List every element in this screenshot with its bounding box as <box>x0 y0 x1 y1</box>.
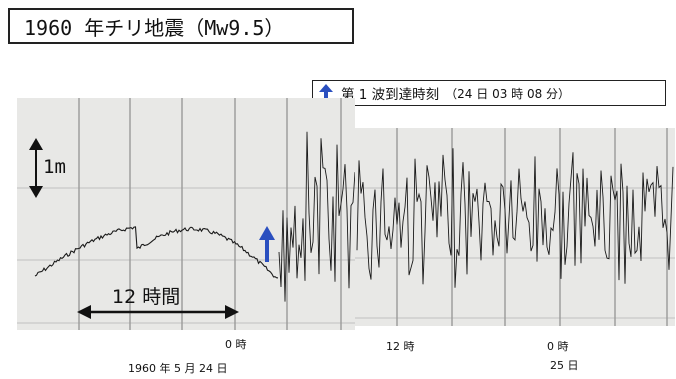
up-arrow-icon <box>319 84 333 102</box>
tide-record-left: 1m 12 時間 <box>17 98 355 330</box>
date-label-b: 25 日 <box>550 359 579 372</box>
legend-box: 第 1 波到達時刻 （24 日 03 時 08 分） <box>312 80 666 106</box>
scale-bar <box>29 138 43 198</box>
time-label-zero-b: 0 時 <box>547 340 569 353</box>
tide-record-right-plot <box>355 128 675 326</box>
legend-detail: （24 日 03 時 08 分） <box>445 86 571 101</box>
arrival-arrow <box>259 226 275 262</box>
scale-label: 1m <box>43 156 66 178</box>
page-title: 1960 年チリ地震（Mw9.5） <box>24 15 285 40</box>
time-label-zero-a: 0 時 <box>225 338 247 351</box>
twelve-hour-span-arrow <box>77 305 239 319</box>
legend-text: 第 1 波到達時刻 <box>341 87 440 103</box>
date-label-a: 1960 年 5 月 24 日 <box>128 362 228 375</box>
title-box: 1960 年チリ地震（Mw9.5） <box>8 8 354 44</box>
tide-record-right <box>355 128 675 326</box>
tide-record-left-plot <box>17 98 355 330</box>
duration-label: 12 時間 <box>112 286 181 308</box>
time-label-twelve: 12 時 <box>386 340 415 353</box>
